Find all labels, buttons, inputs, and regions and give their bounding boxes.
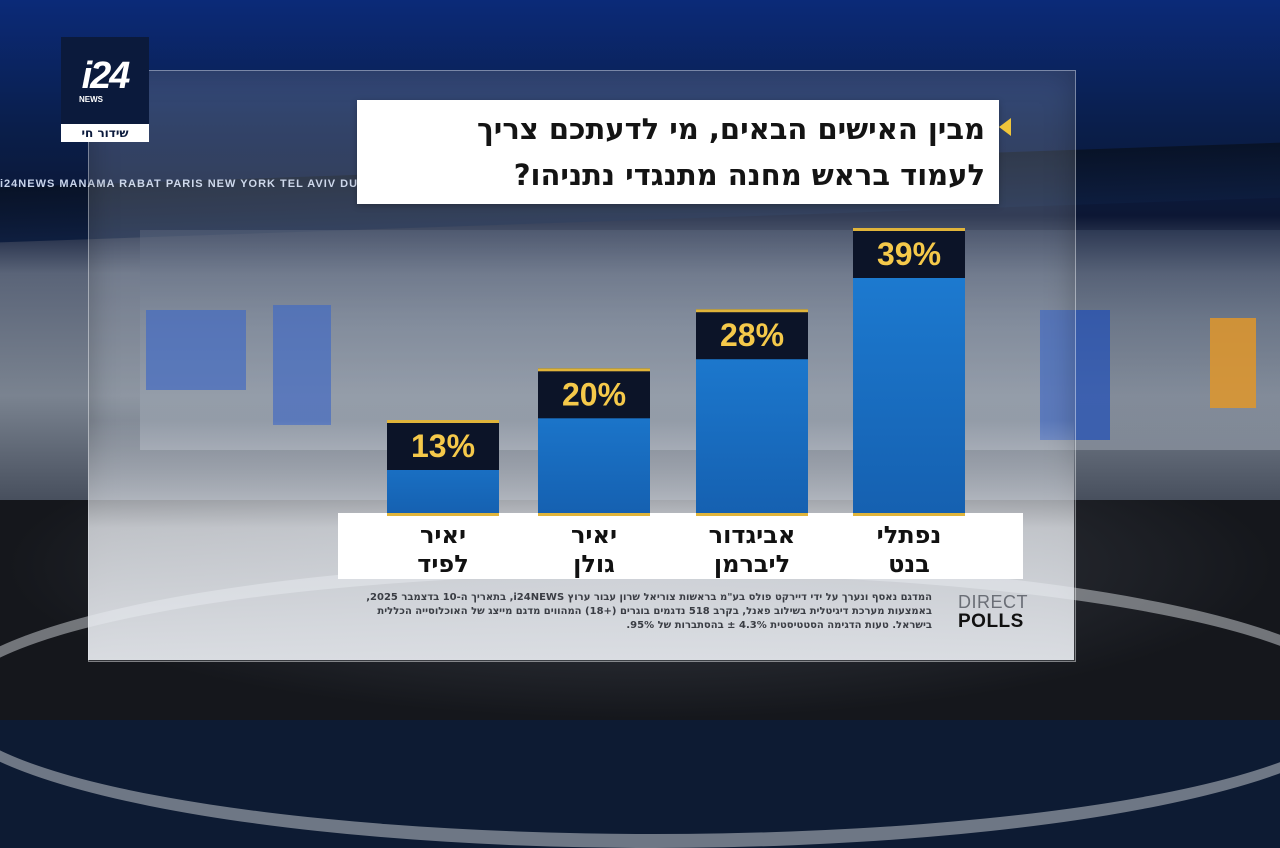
pollster-logo-line-1: DIRECT bbox=[958, 592, 1028, 612]
bar-bottom-edge bbox=[853, 513, 965, 516]
question-line-1: מבין האישים הבאים, מי לדעתכם צריך bbox=[477, 112, 985, 146]
live-badge: שידור חי bbox=[61, 124, 149, 142]
footnote-line-2: באמצעות מערכת דיגיטלית בשילוב פאנל, בקרב… bbox=[377, 606, 932, 617]
category-label: בנט bbox=[888, 550, 930, 578]
studio-blue-pillar bbox=[146, 310, 246, 390]
bar-value-cap bbox=[696, 309, 808, 360]
channel-logo: i24 NEWS שידור חי bbox=[61, 37, 149, 142]
poll-footnote: המדגם נאסף ונערך על ידי דיירקט פולס בע"מ… bbox=[300, 591, 932, 633]
bar-top-edge bbox=[696, 309, 808, 313]
bar-top-edge bbox=[387, 420, 499, 423]
category-label: יאיר bbox=[420, 521, 466, 549]
bar-chart: 13%יאירלפיד20%יאירגולן28%אביגדורליברמן39… bbox=[387, 228, 965, 578]
question-accent bbox=[999, 118, 1011, 136]
studio-blue-pillar bbox=[1040, 310, 1110, 440]
footnote-line-3: בישראל. טעות הדגימה הסטטיסטית 4.3% ± בהס… bbox=[626, 620, 932, 631]
studio-orange-pillar bbox=[1210, 318, 1256, 408]
bar-value-cap bbox=[538, 368, 650, 419]
bar-bottom-edge bbox=[387, 513, 499, 516]
bar-value-label: 20% bbox=[562, 376, 626, 412]
category-label: לפיד bbox=[417, 550, 468, 578]
bar-top-edge bbox=[538, 368, 650, 372]
pollster-logo-line-2: POLLS bbox=[958, 611, 1024, 632]
bar-value-label: 39% bbox=[877, 236, 941, 272]
bar-value-label: 28% bbox=[720, 317, 784, 353]
question-box: מבין האישים הבאים, מי לדעתכם צריך לעמוד … bbox=[357, 100, 999, 204]
bar-bottom-edge bbox=[538, 513, 650, 516]
logo-text: i24 bbox=[81, 55, 131, 97]
question-line-2: לעמוד בראש מחנה מתנגדי נתניהו? bbox=[513, 158, 985, 192]
bar-value-cap bbox=[387, 420, 499, 470]
category-label: גולן bbox=[573, 550, 615, 578]
category-label: ליברמן bbox=[714, 550, 790, 578]
studio-blue-pillar bbox=[273, 305, 331, 425]
logo-subtext: NEWS bbox=[79, 95, 103, 104]
bar-value-label: 13% bbox=[411, 428, 475, 464]
category-label-strip bbox=[338, 513, 1023, 579]
category-label: אביגדור bbox=[709, 521, 796, 549]
category-label: יאיר bbox=[571, 521, 617, 549]
bar-value-cap bbox=[853, 228, 965, 278]
bar-top-edge bbox=[853, 228, 965, 231]
question-text: מבין האישים הבאים, מי לדעתכם צריך לעמוד … bbox=[365, 106, 985, 198]
category-label: נפתלי bbox=[877, 521, 942, 549]
bar-bottom-edge bbox=[696, 513, 808, 516]
pollster-logo: DIRECT POLLS bbox=[958, 593, 1038, 632]
footnote-line-1: המדגם נאסף ונערך על ידי דיירקט פולס בע"מ… bbox=[366, 592, 932, 603]
